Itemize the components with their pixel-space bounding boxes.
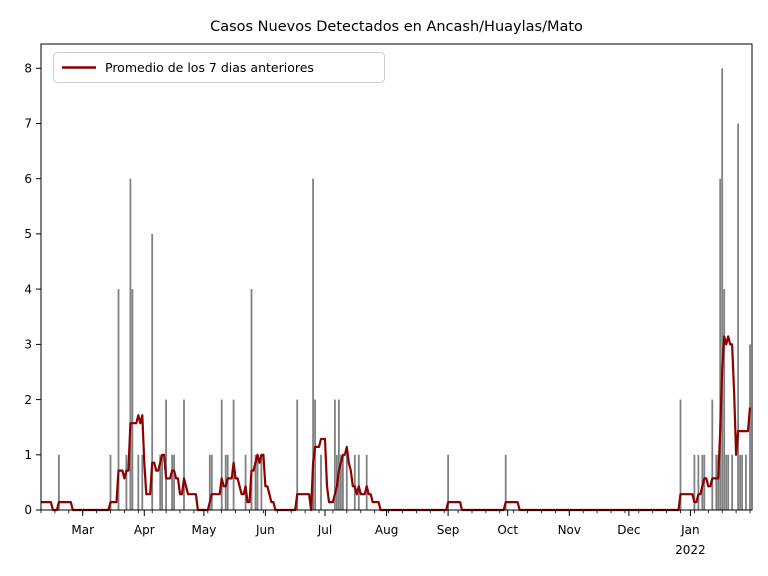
bar [338, 399, 340, 510]
bar [151, 233, 154, 510]
bar [715, 454, 718, 510]
bar [125, 454, 128, 510]
bar [159, 454, 162, 510]
bar [693, 454, 696, 510]
x-tick-label: Mar [71, 523, 94, 537]
x-tick-label: May [191, 523, 216, 537]
chart-title: Casos Nuevos Detectados en Ancash/Huayla… [210, 19, 583, 35]
bar [58, 454, 60, 510]
bar [244, 454, 247, 510]
bar [296, 399, 299, 510]
y-tick-label: 1 [24, 448, 32, 462]
bar [739, 454, 741, 510]
bar [173, 454, 175, 510]
bar [117, 289, 120, 510]
bar [312, 178, 314, 510]
bar [353, 454, 356, 510]
bar [320, 454, 322, 510]
bar [137, 454, 140, 510]
bar [256, 454, 259, 510]
bar [721, 68, 724, 511]
bar [232, 399, 235, 510]
bar [504, 454, 507, 510]
bar [340, 454, 342, 510]
legend: Promedio de los 7 dias anteriores [53, 52, 385, 83]
bar [250, 289, 253, 510]
bar [131, 289, 134, 510]
bar [342, 454, 344, 510]
y-tick-label: 8 [24, 62, 32, 76]
bar [749, 344, 751, 510]
bar [171, 454, 173, 510]
bar [365, 454, 368, 510]
bar [711, 399, 714, 510]
y-tick-label: 3 [24, 338, 32, 352]
bar [161, 454, 163, 510]
x-tick-label: Oct [497, 523, 518, 537]
x-tick-label: Aug [375, 523, 398, 537]
bar [697, 454, 700, 510]
x-tick-label: Jul [317, 523, 332, 537]
x-tick-label: Nov [558, 523, 581, 537]
y-tick-label: 6 [24, 172, 32, 186]
bar [129, 178, 132, 510]
y-tick-label: 4 [24, 282, 32, 296]
bar [345, 454, 348, 510]
bar [334, 399, 336, 510]
bar [208, 454, 211, 510]
bar [727, 454, 730, 510]
bar [210, 454, 213, 510]
x-tick-label: Dec [617, 523, 640, 537]
bar [165, 399, 167, 510]
bar [141, 454, 144, 510]
bar [745, 454, 747, 510]
y-tick-label: 0 [24, 503, 32, 517]
x-year-label: 2022 [675, 543, 706, 557]
x-tick-label: Jan [680, 523, 700, 537]
average-line-group [41, 335, 752, 512]
bar [723, 289, 726, 510]
bars [58, 68, 751, 511]
average-line [41, 335, 752, 512]
bar [741, 454, 743, 510]
y-tick-label: 7 [24, 117, 32, 131]
bar [260, 454, 263, 510]
bar [447, 454, 449, 510]
bar [183, 399, 185, 510]
x-tick-label: Sep [437, 523, 460, 537]
bar [725, 454, 728, 510]
bar [109, 454, 112, 510]
bar [220, 399, 223, 510]
bar [254, 454, 257, 510]
y-tick-label: 2 [24, 393, 32, 407]
legend-box [53, 52, 385, 83]
legend-label: Promedio de los 7 dias anteriores [105, 60, 314, 75]
bar [679, 399, 682, 510]
bar [717, 454, 720, 510]
x-tick-label: Jun [255, 523, 275, 537]
bar [731, 454, 733, 510]
bar [357, 454, 360, 510]
y-tick-label: 5 [24, 227, 32, 241]
x-tick-label: Apr [134, 523, 155, 537]
plot-border [40, 43, 753, 511]
bar [737, 123, 739, 510]
axes: 0 1 2 3 4 5 6 7 8 Mar Apr May Jun Jul Aug Sep Oct Nov Dec J… [24, 43, 753, 557]
bar [719, 178, 722, 510]
